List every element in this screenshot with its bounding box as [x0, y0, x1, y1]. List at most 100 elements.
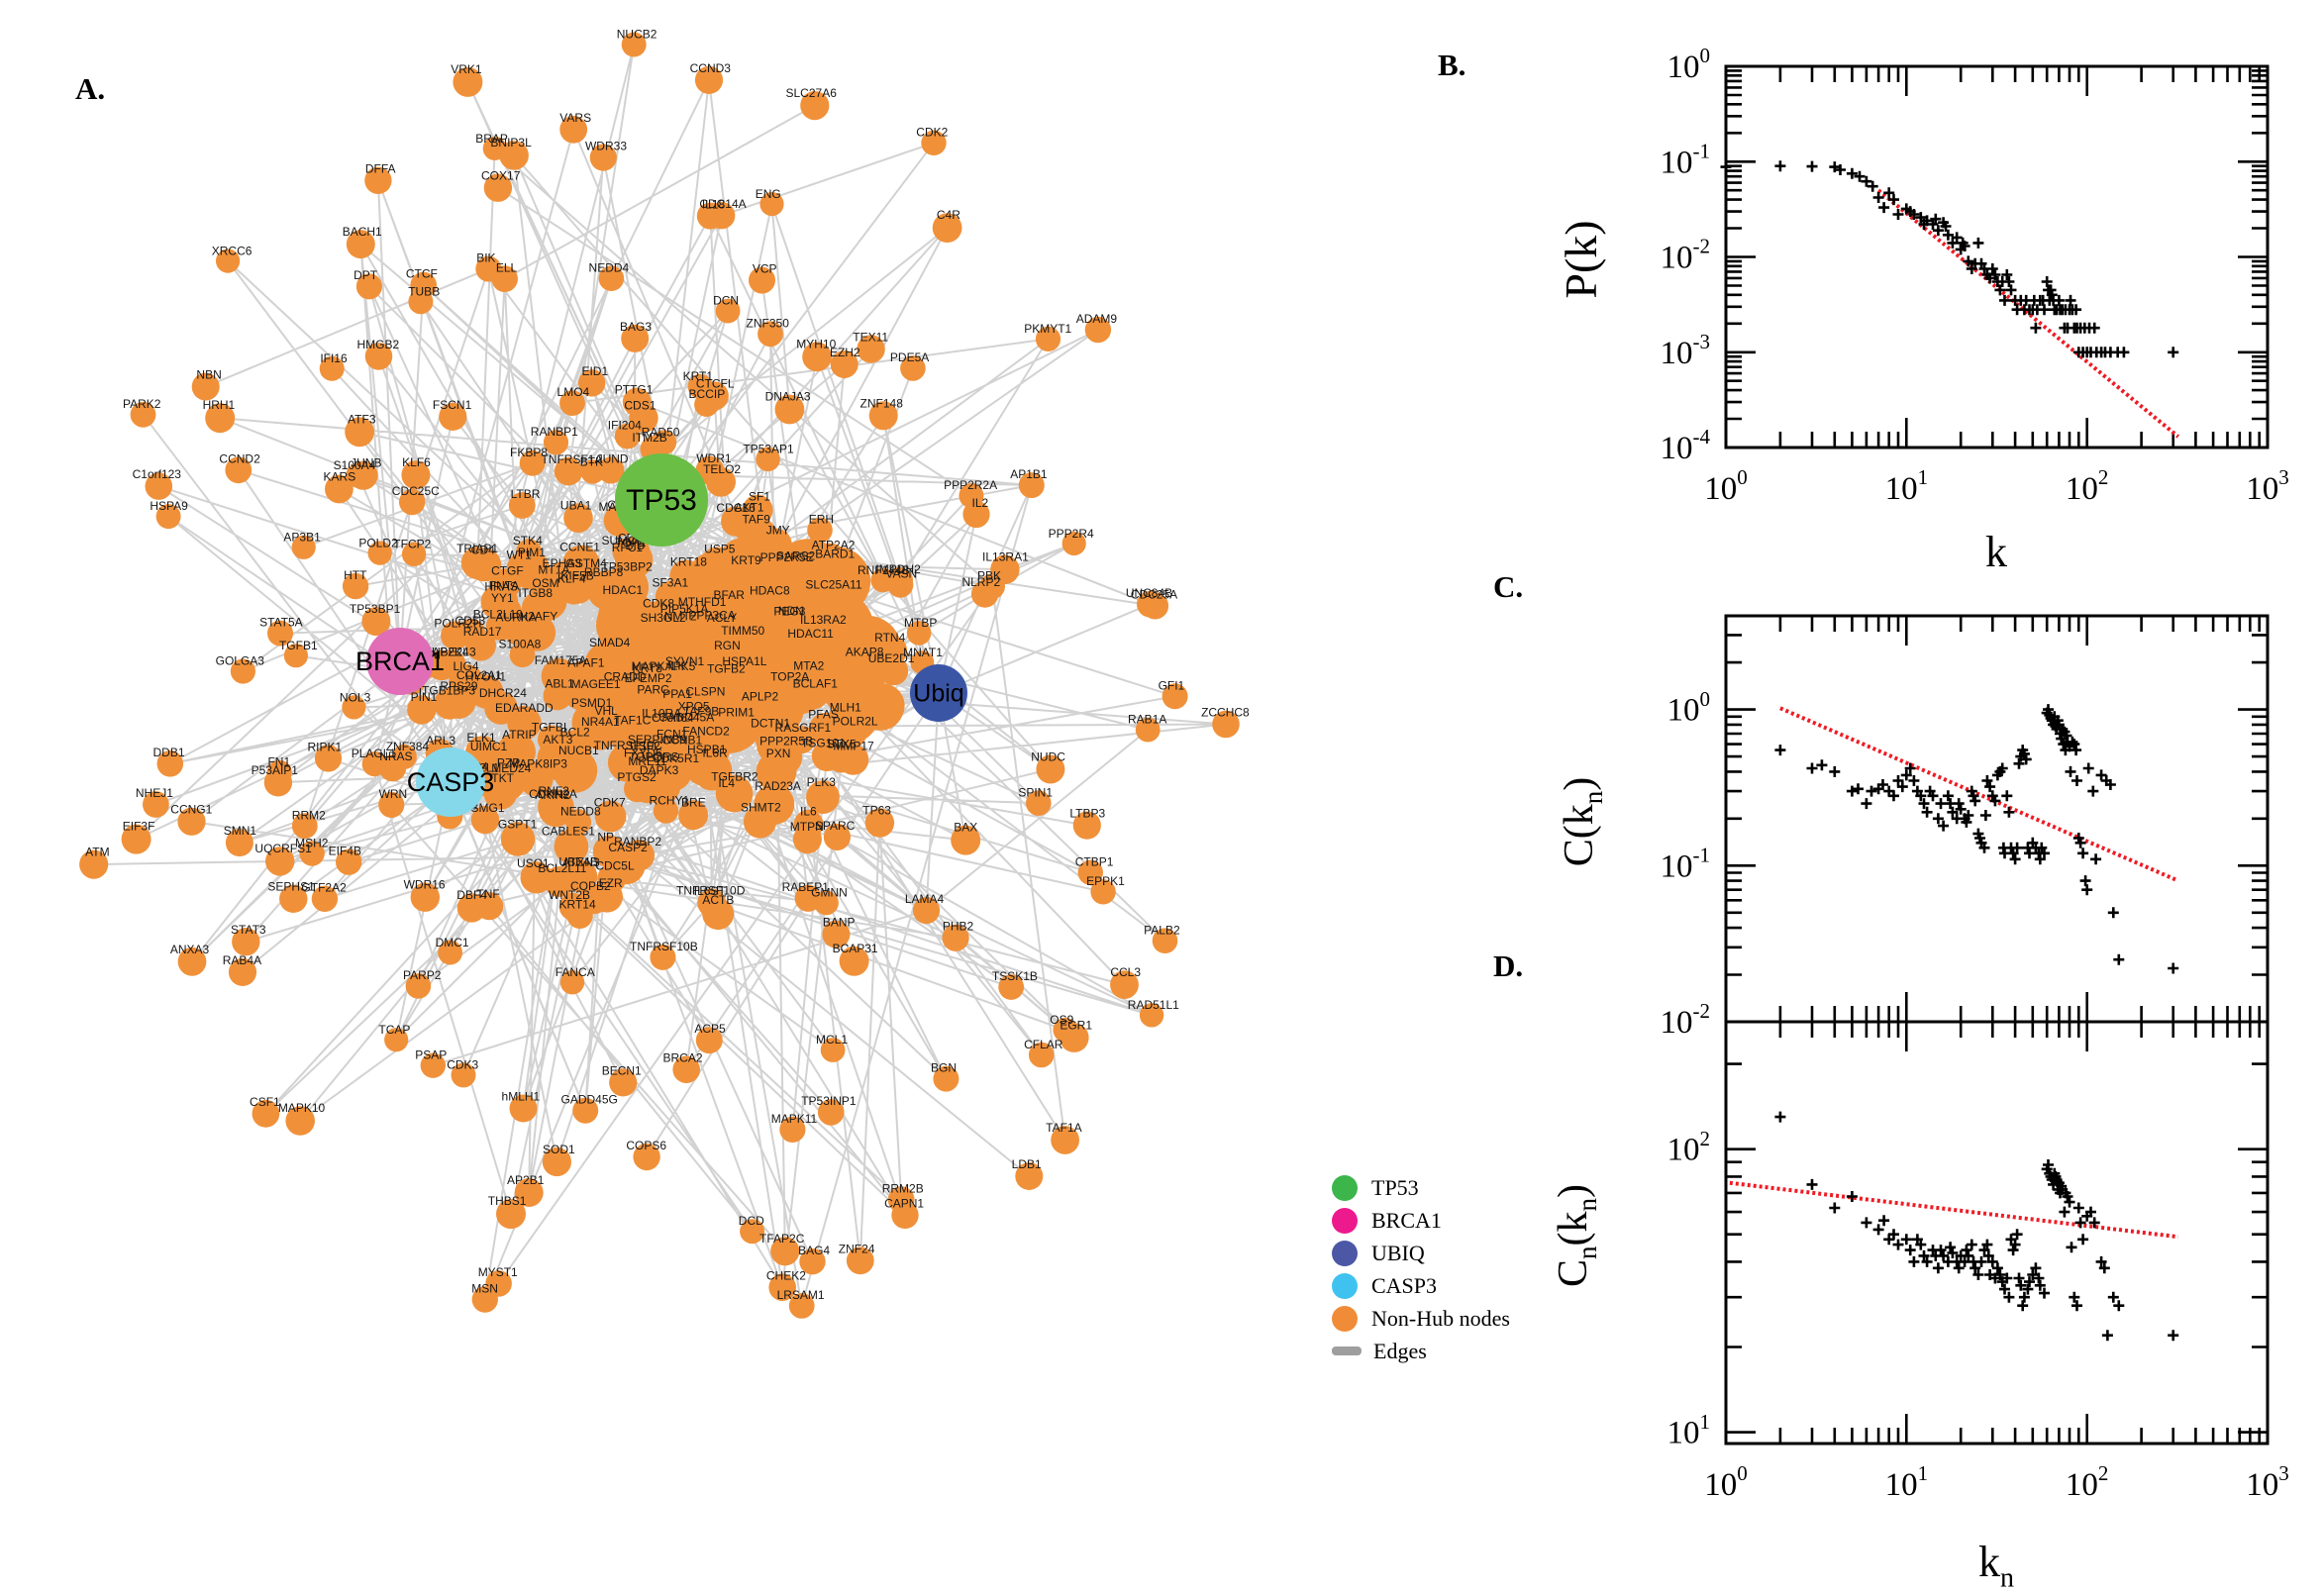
non-hub-node [453, 66, 483, 97]
non-hub-node [624, 774, 652, 803]
non-hub-node [770, 1237, 800, 1266]
non-hub-node [906, 621, 932, 646]
x-tick-label: 101 [1885, 1461, 1929, 1503]
legend-label-ubiq: UBIQ [1371, 1240, 1425, 1265]
y-tick-label: 10-2 [1661, 235, 1711, 276]
node-label: RAD51L1 [1128, 998, 1179, 1012]
non-hub-node [758, 321, 783, 348]
node-label: TCAP [378, 1023, 410, 1037]
node-label: PFAS [808, 708, 839, 722]
node-label: NP [597, 831, 614, 845]
node-label: USF2 [630, 740, 660, 753]
casp3-dot-icon [1332, 1272, 1358, 1299]
node-label: EZH2 [830, 346, 860, 359]
non-hub-node [399, 488, 426, 516]
node-label: NUCB2 [617, 28, 657, 42]
non-hub-node [959, 483, 984, 509]
ubiq-dot-icon [1332, 1240, 1358, 1266]
node-label: NEDD8 [560, 804, 601, 818]
non-hub-node [826, 742, 858, 773]
node-label: SH3GL2 [641, 611, 686, 625]
node-label: GTF2A2 [301, 881, 347, 895]
x-tick-label: 100 [1704, 1461, 1748, 1503]
non-hub-node [817, 1099, 845, 1126]
non-hub-node [467, 548, 502, 582]
non-hub-node [1162, 683, 1188, 710]
node-label: WDR33 [585, 140, 627, 153]
non-hub-node [650, 944, 676, 970]
non-hub-node [483, 173, 513, 202]
node-label: SARS2 [776, 549, 816, 563]
node-label: SF3A1 [652, 576, 688, 590]
node-label: PTTG1 [615, 383, 654, 397]
node-label: IL13RA2 [800, 613, 847, 627]
node-label: CDC16 [716, 501, 756, 515]
node-label: APAF1 [567, 656, 604, 670]
node-label: RASGRF1 [775, 721, 832, 735]
legend-item-nonhub: Non-Hub nodes [1332, 1302, 1510, 1335]
node-label: USO1 [517, 856, 550, 870]
non-hub-node [846, 1247, 874, 1275]
non-hub-node [695, 455, 725, 485]
network-legend: TP53 BRCA1 UBIQ CASP3 Non-Hub nodes Edge… [1332, 1171, 1510, 1367]
non-hub-node [177, 947, 207, 976]
non-hub-node [228, 957, 257, 987]
node-label: SYVN1 [665, 654, 705, 668]
node-label: CDC25A [1131, 587, 1177, 601]
non-hub-node [732, 505, 770, 544]
node-label: SOD1 [543, 1143, 575, 1156]
hub-node-ubiq [910, 664, 967, 722]
non-hub-node [808, 712, 843, 747]
node-label: PARP2 [403, 968, 442, 982]
non-hub-node [191, 372, 220, 401]
node-label: MLH1 [830, 700, 861, 714]
non-hub-node [367, 541, 392, 565]
non-hub-node [823, 823, 852, 851]
node-label: MTHFD1 [678, 595, 727, 609]
node-label: TSG101 [801, 736, 846, 749]
node-label: GSPT1 [498, 817, 538, 831]
node-label: SMN1 [224, 824, 257, 838]
node-label: JMY [766, 524, 790, 538]
node-label: AKT3 [543, 733, 572, 747]
node-label: CDKN2A [529, 787, 577, 801]
non-hub-node [816, 582, 850, 616]
node-label: EIF4B [329, 845, 361, 858]
non-hub-node [559, 390, 585, 416]
non-hub-node [777, 674, 810, 707]
node-label: DNAJA3 [765, 390, 811, 404]
node-label: MAGEE1 [571, 677, 621, 691]
non-hub-node [694, 65, 724, 94]
non-hub-node [695, 1027, 723, 1054]
panel-label-d: D. [1493, 948, 1524, 983]
non-hub-node [496, 1199, 526, 1230]
non-hub-node [822, 920, 851, 948]
node-label: NUDC [1031, 750, 1065, 764]
node-label: HDAC8 [750, 583, 790, 597]
non-hub-node [876, 636, 908, 666]
node-label: BCL2L11 [538, 861, 586, 875]
non-hub-node [682, 599, 727, 644]
node-label: PPP2R2A [944, 478, 997, 492]
node-label: CCNE1 [559, 541, 600, 554]
node-label: ITGB8 [518, 586, 553, 600]
non-hub-node [205, 403, 236, 434]
non-hub-node [279, 884, 308, 913]
node-label: DBF4 [456, 888, 487, 902]
node-label: CD53 [455, 614, 486, 628]
node-label: HYOU1 [465, 670, 507, 684]
node-label: PIP5K1A [660, 602, 709, 616]
panel-a-network: ZNF24USF2C7orf64CDC6S100A8COPS6CCND2BCCI… [79, 28, 1250, 1319]
non-hub-node [408, 289, 434, 315]
non-hub-node [79, 849, 109, 879]
hub-label-casp3: CASP3 [407, 767, 495, 797]
node-label: TUBB [408, 284, 440, 298]
non-hub-node [839, 946, 869, 976]
node-label: RIPK1 [307, 740, 342, 753]
node-label: DCD [739, 1214, 764, 1228]
non-hub-node [759, 192, 784, 217]
legend-item-casp3: CASP3 [1332, 1269, 1510, 1302]
non-hub-node [990, 554, 1020, 584]
non-hub-node [364, 166, 392, 194]
